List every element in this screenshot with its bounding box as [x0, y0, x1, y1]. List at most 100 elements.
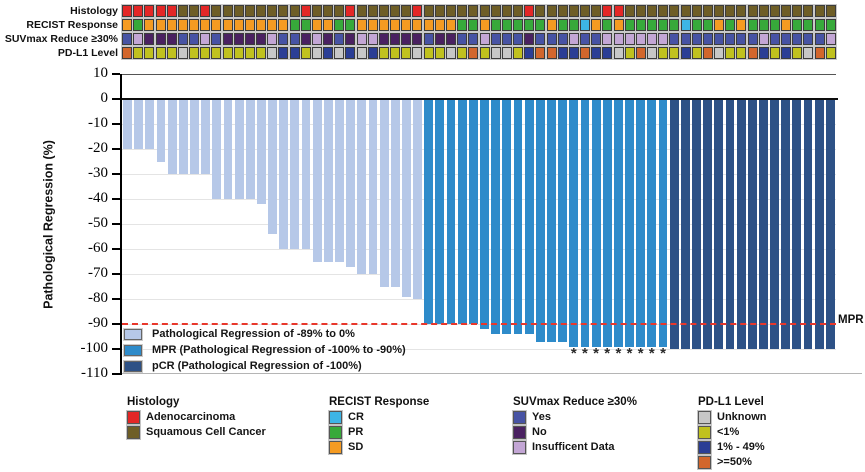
legend-swatch — [698, 426, 711, 439]
track-cell — [155, 33, 166, 45]
track-cell — [658, 47, 669, 59]
track-cell — [635, 47, 646, 59]
track-cell — [244, 47, 255, 59]
track-cell — [591, 33, 602, 45]
track-cell — [490, 19, 501, 31]
track-cell — [792, 19, 803, 31]
track-cell — [155, 5, 166, 17]
track-cell — [624, 19, 635, 31]
legend-label-mpr: MPR (Pathological Regression of -100% to… — [152, 344, 406, 356]
track-cell — [133, 33, 144, 45]
track-cell — [792, 47, 803, 59]
track-cell — [557, 19, 568, 31]
legend-swatch-light — [124, 329, 142, 340]
legend-label: SD — [348, 441, 364, 453]
track-cell — [356, 33, 367, 45]
track-cell — [535, 33, 546, 45]
bar — [335, 99, 344, 262]
legend-group-title: RECIST Response — [329, 396, 430, 408]
gridline — [122, 249, 836, 250]
track-cell — [524, 33, 535, 45]
bar — [747, 99, 757, 349]
track-cell — [479, 33, 490, 45]
legend-label-pcr: pCR (Pathological Regression of -100%) — [152, 360, 362, 372]
legend-label: >=50% — [717, 456, 752, 468]
track-cell — [289, 19, 300, 31]
track-cell — [300, 33, 311, 45]
track-cell — [390, 47, 401, 59]
track-cell — [825, 47, 836, 59]
track-cell — [166, 47, 177, 59]
track-cell — [613, 33, 624, 45]
track-cell — [311, 33, 322, 45]
gridline — [122, 224, 836, 225]
track-cell — [479, 19, 490, 31]
track-cell — [345, 5, 356, 17]
track-cell — [222, 19, 233, 31]
track-cell — [580, 5, 591, 17]
track-cell — [736, 19, 747, 31]
track-cell — [736, 47, 747, 59]
bar — [569, 99, 579, 347]
track-cell — [367, 19, 378, 31]
bar — [390, 99, 400, 287]
zero-line — [122, 98, 838, 100]
track-label: SUVmax Reduce ≥30% — [4, 33, 118, 45]
track-cell — [546, 5, 557, 17]
track-cell — [233, 5, 244, 17]
plot-top-border — [122, 74, 836, 75]
track-cell — [580, 33, 591, 45]
gridline — [122, 149, 836, 150]
track-cell — [490, 5, 501, 17]
track-cell — [602, 5, 613, 17]
bar — [167, 99, 177, 174]
track-cell — [647, 47, 658, 59]
track-cell — [725, 47, 736, 59]
bar — [234, 99, 244, 199]
track-cell — [769, 33, 780, 45]
track-cell — [423, 5, 434, 17]
bar — [669, 99, 679, 349]
track-cell — [714, 5, 725, 17]
track-cell — [781, 47, 792, 59]
track-cell — [367, 47, 378, 59]
track-cell — [457, 5, 468, 17]
bar — [770, 99, 779, 349]
track-cell — [714, 33, 725, 45]
legend-group-title: SUVmax Reduce ≥30% — [513, 396, 637, 408]
track-cell — [602, 33, 613, 45]
track-cell — [792, 33, 803, 45]
y-tick-label: -20 — [88, 140, 108, 156]
track-cell — [423, 33, 434, 45]
bar — [424, 99, 434, 324]
track-cell — [781, 33, 792, 45]
track-cell — [222, 33, 233, 45]
track-cell — [278, 19, 289, 31]
track-cell — [535, 5, 546, 17]
track-cell — [769, 5, 780, 17]
y-tick-mark — [112, 223, 120, 225]
track-cell — [658, 5, 669, 17]
track-cell — [513, 47, 524, 59]
track-cell — [758, 19, 769, 31]
track-cell — [412, 33, 423, 45]
track-cell — [434, 33, 445, 45]
track-cell — [267, 47, 278, 59]
track-cell — [468, 5, 479, 17]
track-cell — [691, 19, 702, 31]
track-cell — [367, 5, 378, 17]
bar — [379, 99, 389, 287]
track-cell — [468, 19, 479, 31]
track-cell — [814, 33, 825, 45]
bar — [547, 99, 556, 342]
track-label: PD-L1 Level — [57, 47, 118, 59]
track-cell — [769, 47, 780, 59]
track-cell — [412, 19, 423, 31]
track-cell — [200, 19, 211, 31]
gridline — [122, 299, 836, 300]
track-cell — [311, 5, 322, 17]
bar — [602, 99, 612, 347]
bar — [491, 99, 501, 334]
significance-asterisk: * — [570, 345, 577, 362]
track-cell — [278, 47, 289, 59]
